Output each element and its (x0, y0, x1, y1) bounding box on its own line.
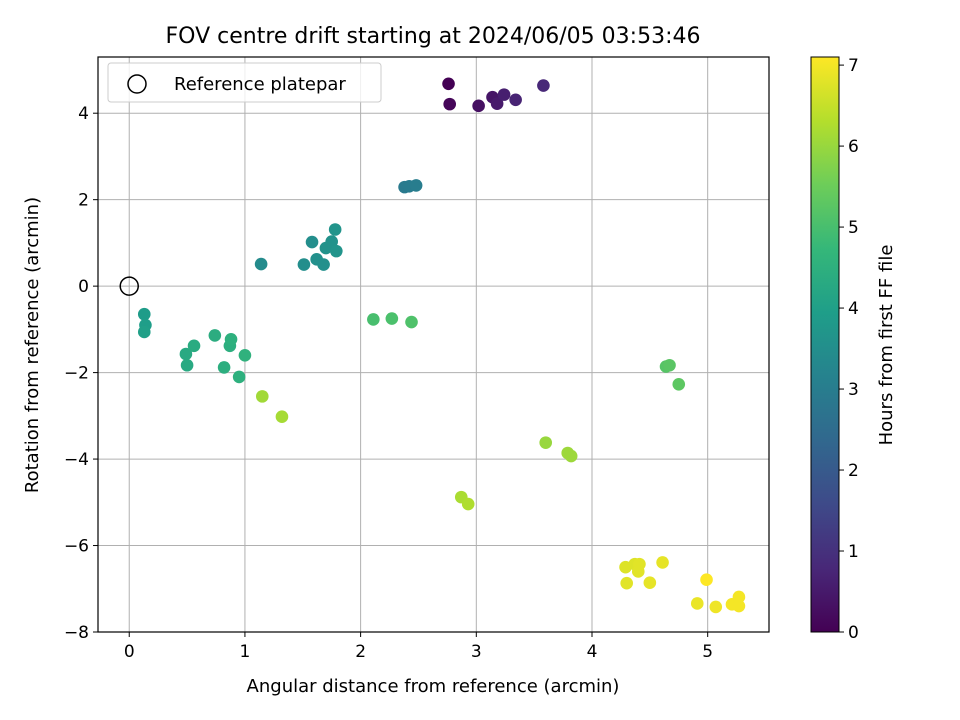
data-point (385, 312, 399, 325)
data-point (224, 333, 238, 346)
data-point (255, 390, 269, 403)
y-tick-label: −2 (64, 364, 89, 384)
data-point (208, 329, 222, 342)
data-point (232, 370, 246, 384)
x-tick-label: 5 (702, 642, 713, 662)
data-point (442, 77, 455, 91)
data-point (656, 556, 669, 569)
data-point (187, 339, 201, 353)
x-axis-label: Angular distance from reference (arcmin) (247, 676, 620, 697)
chart-title: FOV centre drift starting at 2024/06/05 … (166, 24, 701, 49)
y-tick-label: 4 (78, 104, 89, 124)
data-point (305, 235, 319, 249)
x-tick-label: 3 (471, 642, 482, 662)
ticks: 0 1 2 3 4 5 −8 −6 −4 −2 0 2 4 (64, 104, 713, 662)
colorbar-frame (810, 56, 840, 633)
data-point (672, 377, 686, 391)
data-point (732, 599, 746, 613)
data-point (328, 223, 342, 236)
y-axis-label: Rotation from reference (arcmin) (22, 197, 43, 493)
colorbar-ticks: 0 1 2 3 4 5 6 7 (839, 56, 859, 643)
data-point (700, 573, 713, 586)
y-tick-label: 2 (78, 191, 89, 211)
grid (98, 57, 769, 633)
colorbar-tick-label: 5 (848, 218, 859, 238)
data-point (330, 244, 343, 258)
data-point (325, 235, 338, 248)
data-point (275, 410, 289, 423)
data-point (643, 576, 657, 590)
data-point (179, 347, 193, 361)
reference-platepar-marker (119, 276, 139, 296)
axes (97, 56, 770, 633)
y-tick-label: −4 (64, 450, 89, 470)
data-point (663, 358, 676, 372)
data-point (443, 97, 456, 111)
legend-box (107, 62, 382, 103)
data-point (497, 88, 511, 101)
data-points (119, 77, 746, 614)
data-point (631, 565, 645, 578)
colorbar: 0 1 2 3 4 5 6 7 Hours from first FF file (810, 56, 897, 643)
x-tick-label: 2 (355, 642, 366, 662)
x-tick-label: 0 (124, 642, 135, 662)
x-tick-label: 4 (587, 642, 598, 662)
data-point (509, 93, 522, 107)
data-point (137, 307, 151, 321)
colorbar-tick-label: 1 (848, 542, 859, 562)
colorbar-gradient (811, 57, 839, 632)
legend-marker (127, 74, 147, 94)
colorbar-tick-label: 4 (848, 299, 859, 319)
data-point (490, 97, 504, 110)
data-point (367, 313, 380, 326)
data-point (564, 449, 578, 463)
data-point (317, 258, 330, 271)
data-point (690, 597, 704, 610)
data-point (539, 436, 553, 449)
plot-frame (97, 56, 770, 633)
data-point (254, 257, 268, 271)
data-point (297, 258, 311, 271)
data-point (217, 361, 231, 374)
data-point (732, 590, 746, 604)
data-point (620, 576, 634, 590)
data-point (405, 315, 418, 329)
data-point (137, 325, 151, 339)
data-point (461, 497, 475, 511)
colorbar-tick-label: 0 (848, 623, 859, 643)
y-tick-label: 0 (78, 277, 89, 297)
colorbar-tick-label: 3 (848, 380, 859, 400)
y-tick-label: −6 (64, 537, 89, 557)
data-point (709, 600, 723, 614)
y-tick-label: −8 (64, 623, 89, 643)
colorbar-label: Hours from first FF file (876, 245, 897, 446)
legend-label: Reference platepar (174, 74, 346, 95)
colorbar-tick-label: 7 (848, 56, 859, 76)
data-point (472, 99, 485, 113)
colorbar-tick-label: 2 (848, 461, 859, 481)
data-point (409, 179, 423, 192)
data-point (537, 79, 550, 92)
x-tick-label: 1 (240, 642, 251, 662)
data-point (238, 349, 252, 362)
legend: Reference platepar (107, 62, 382, 103)
data-point (180, 358, 194, 372)
colorbar-tick-label: 6 (848, 137, 859, 157)
